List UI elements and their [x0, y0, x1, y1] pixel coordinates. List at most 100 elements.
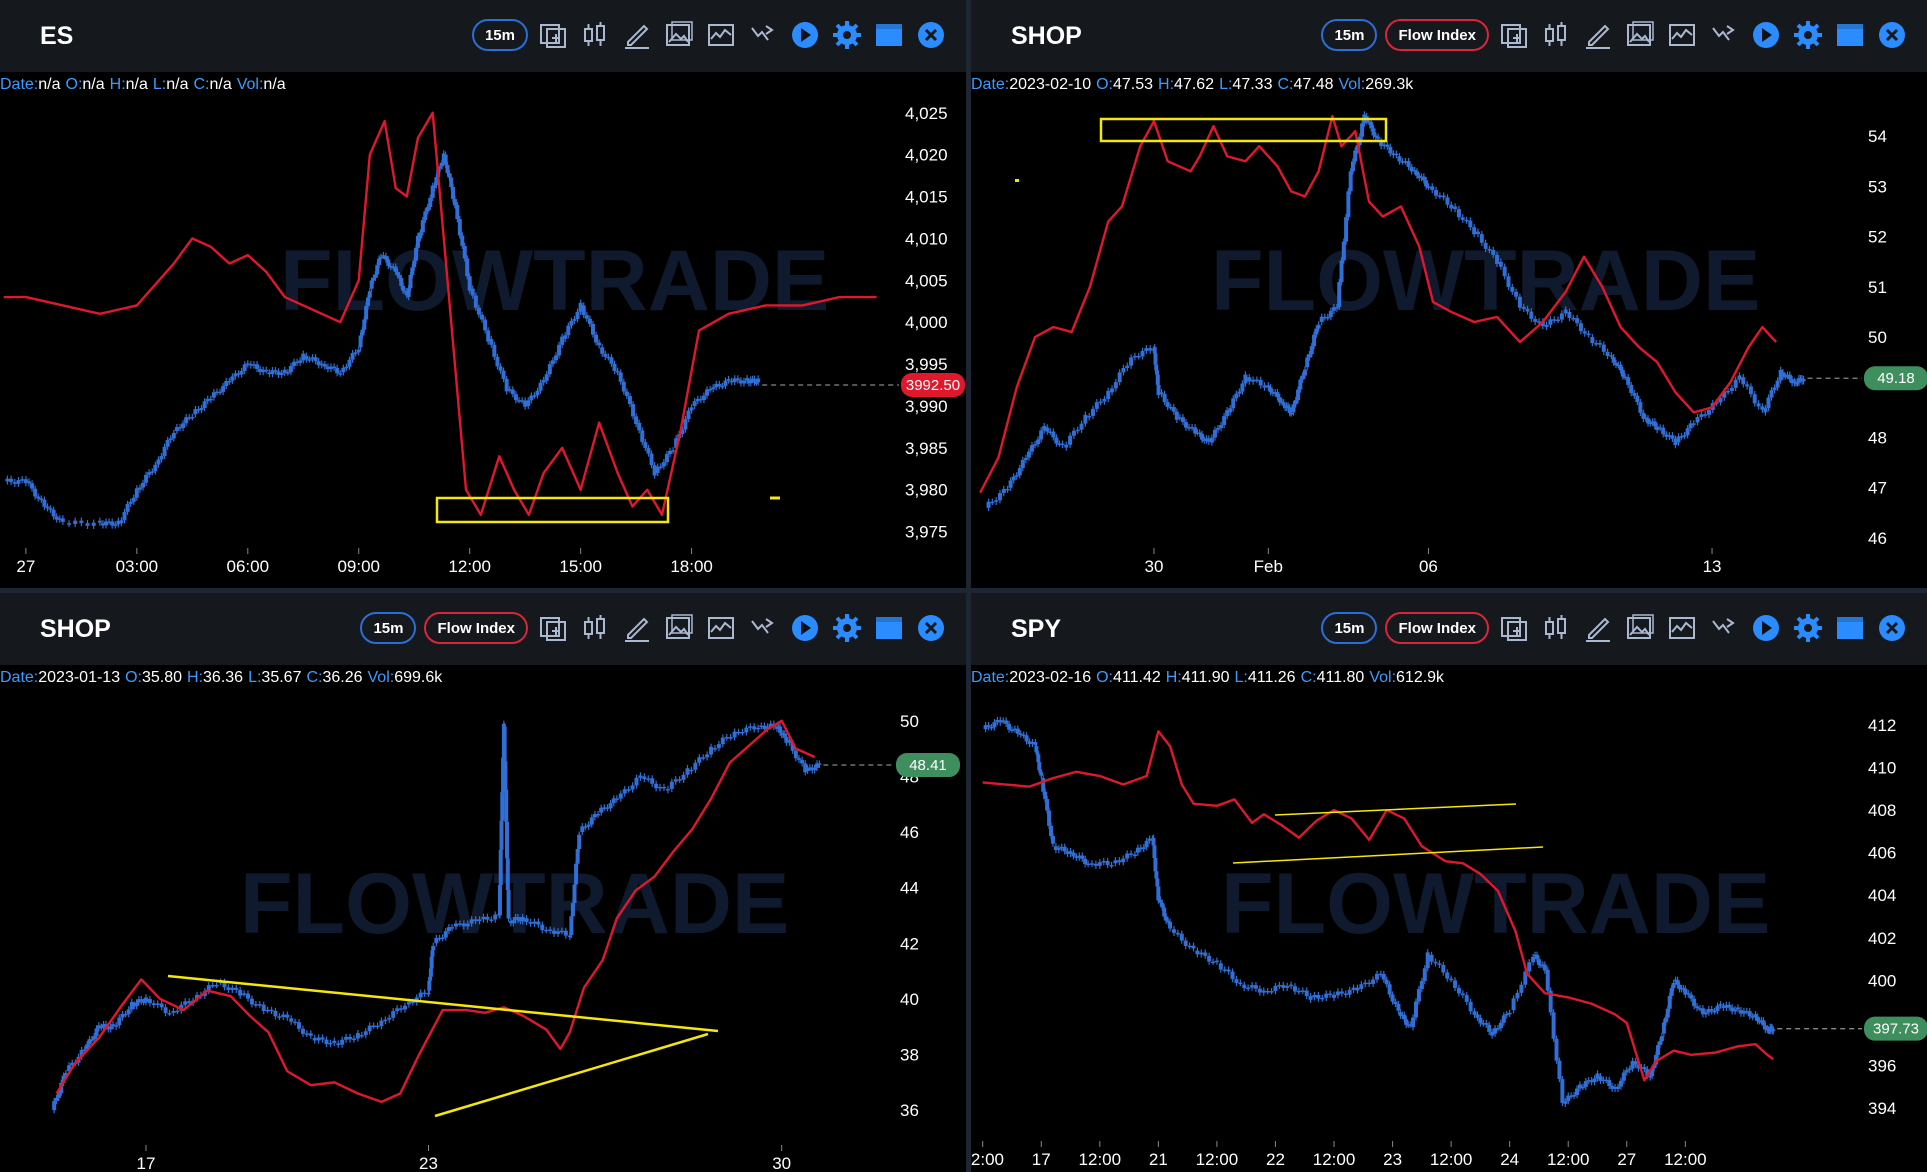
flow-index-button[interactable]: Flow Index [424, 612, 528, 644]
window-icon[interactable] [872, 611, 906, 645]
candle-body [239, 371, 244, 375]
candle-body [1624, 1070, 1629, 1073]
symbol-title[interactable]: SHOP [1011, 22, 1082, 50]
image-icon[interactable] [1623, 18, 1657, 52]
candles-icon[interactable] [1539, 18, 1573, 52]
draw-icon[interactable] [1581, 18, 1615, 52]
candle-body [1009, 729, 1014, 732]
flow-index-button[interactable]: Flow Index [1385, 612, 1489, 644]
candles-icon[interactable] [578, 18, 612, 52]
timeframe-button[interactable]: 15m [360, 612, 417, 644]
image-icon[interactable] [1623, 611, 1657, 645]
yellow-marker[interactable] [1015, 179, 1019, 182]
candles-icon[interactable] [578, 611, 612, 645]
candle-body [1042, 426, 1047, 431]
window-icon[interactable] [1833, 18, 1867, 52]
image-icon[interactable] [662, 18, 696, 52]
play-icon[interactable] [1749, 611, 1783, 645]
candle-body [762, 725, 767, 730]
close-icon[interactable] [914, 18, 948, 52]
timeframe-button[interactable]: 15m [471, 19, 528, 51]
indicator-icon[interactable] [1665, 18, 1699, 52]
candle-body [1741, 377, 1746, 385]
highlight-box[interactable] [1099, 117, 1388, 143]
candle-body [1715, 1005, 1720, 1012]
window-icon[interactable] [1833, 611, 1867, 645]
candle-body [208, 398, 213, 401]
close-icon[interactable] [1875, 611, 1909, 645]
candle-body [1610, 1085, 1615, 1089]
channel-lower[interactable] [1232, 846, 1544, 864]
play-icon[interactable] [788, 18, 822, 52]
candle-body [1398, 1012, 1403, 1016]
candle-body [1670, 435, 1675, 439]
candle-body [434, 937, 439, 944]
candle-body [748, 726, 753, 728]
chart-canvas[interactable]: FLOWTRADE504846444240383617233048.41 [0, 593, 966, 1172]
candle-body [483, 319, 488, 331]
timeframe-button[interactable]: 15m [1321, 19, 1378, 51]
play-icon[interactable] [788, 611, 822, 645]
channel-upper[interactable] [1274, 803, 1517, 816]
add-chart-icon[interactable] [1497, 611, 1531, 645]
settings-icon[interactable] [830, 18, 864, 52]
candle-body [1757, 1021, 1762, 1023]
compare-icon[interactable] [746, 18, 780, 52]
candle-body [587, 318, 592, 324]
chart-canvas[interactable]: FLOWTRADE4124104084064044024003983963941… [971, 593, 1927, 1172]
flow-index-button[interactable]: Flow Index [1385, 19, 1489, 51]
candle-body [439, 162, 444, 167]
close-icon[interactable] [1875, 18, 1909, 52]
settings-icon[interactable] [830, 611, 864, 645]
draw-icon[interactable] [620, 18, 654, 52]
candle-body [1775, 380, 1780, 388]
add-chart-icon[interactable] [536, 18, 570, 52]
window-icon[interactable] [872, 18, 906, 52]
info-value: 36.26 [322, 669, 363, 686]
candle-body [756, 727, 761, 730]
candle-body [1316, 994, 1321, 999]
compare-icon[interactable] [1707, 611, 1741, 645]
timeframe-button[interactable]: 15m [1321, 612, 1378, 644]
chart-canvas[interactable]: FLOWTRADE4,0254,0204,0154,0104,0054,0003… [0, 0, 966, 588]
image-icon[interactable] [662, 611, 696, 645]
trendline-upper[interactable] [167, 974, 719, 1033]
price-candles [986, 111, 1806, 511]
symbol-title[interactable]: ES [40, 22, 74, 50]
settings-icon[interactable] [1791, 611, 1825, 645]
candle-body [316, 361, 321, 366]
candle-body [1005, 488, 1010, 491]
candle-body [815, 763, 820, 768]
indicator-icon[interactable] [704, 18, 738, 52]
candle-body [319, 363, 324, 366]
draw-icon[interactable] [620, 611, 654, 645]
symbol-title[interactable]: SPY [1011, 615, 1062, 643]
compare-icon[interactable] [1707, 18, 1741, 52]
trendline-lower[interactable] [434, 1032, 709, 1118]
indicator-icon[interactable] [704, 611, 738, 645]
close-icon[interactable] [914, 611, 948, 645]
candle-body [1093, 863, 1098, 866]
candle-body [1129, 853, 1134, 856]
indicator-icon[interactable] [1665, 611, 1699, 645]
add-chart-icon[interactable] [1497, 18, 1531, 52]
draw-icon[interactable] [1581, 611, 1615, 645]
candle-body [270, 370, 275, 375]
candle-body [114, 1025, 119, 1027]
candle-body [340, 1039, 345, 1045]
candles-icon[interactable] [1539, 611, 1573, 645]
candle-body [1548, 319, 1553, 325]
add-chart-icon[interactable] [536, 611, 570, 645]
candle-body [1632, 393, 1637, 396]
play-icon[interactable] [1749, 18, 1783, 52]
candle-body [97, 520, 102, 523]
compare-icon[interactable] [746, 611, 780, 645]
settings-icon[interactable] [1791, 18, 1825, 52]
candle-body [1663, 1017, 1668, 1023]
candle-body [324, 1039, 329, 1045]
highlight-box[interactable] [435, 496, 670, 524]
candle-body [181, 423, 186, 429]
symbol-title[interactable]: SHOP [40, 615, 111, 643]
candle-body [1371, 128, 1376, 136]
